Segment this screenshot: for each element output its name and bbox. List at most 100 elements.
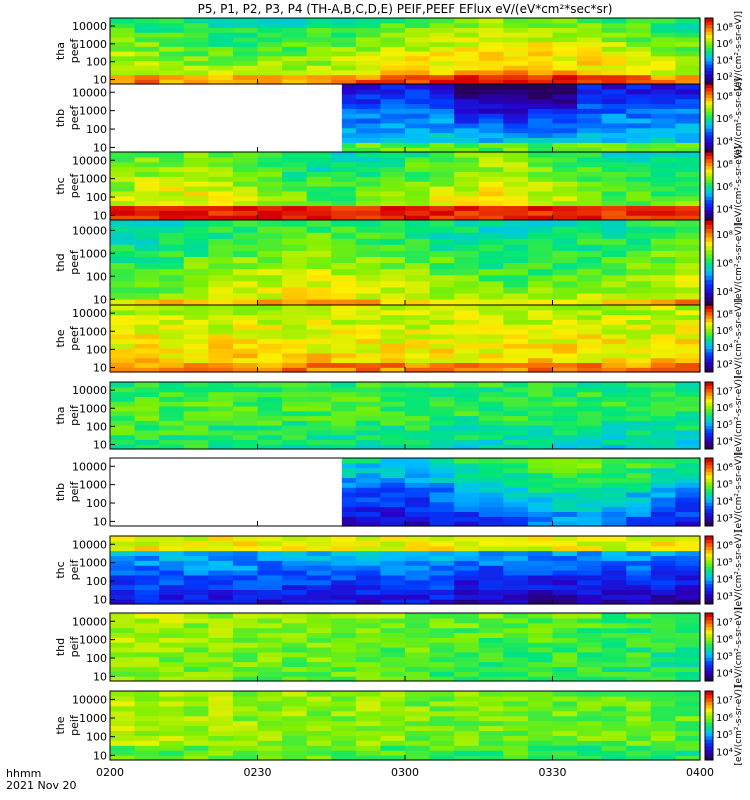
heatmap-cell [282,735,308,741]
heatmap-cell [527,55,554,62]
heatmap-cell [429,695,455,702]
heatmap-cell [503,147,529,153]
heatmap-cell [405,386,431,393]
heatmap-cell [503,118,529,124]
heatmap-cell [626,492,652,498]
heatmap-cell [257,244,283,251]
heatmap-cell [282,651,308,658]
heatmap-cell [183,396,209,402]
heatmap-cell [478,200,504,207]
heatmap-cell [331,545,357,552]
heatmap-cell [232,176,259,182]
heatmap-cell [675,725,701,732]
heatmap-cell [552,137,578,143]
heatmap-cell [159,745,185,751]
heatmap-cell [257,51,283,57]
heatmap-cell [478,79,504,85]
heatmap-cell [257,656,283,663]
heatmap-cell [331,570,357,576]
colorbar-tick-label: 10⁶ [716,182,733,193]
colorbar-tick-label: 10⁶ [716,259,733,270]
heatmap-cell [355,545,382,552]
heatmap-cell [650,132,677,139]
heatmap-cell [626,205,652,211]
heatmap-cell [380,46,406,52]
heatmap-cell [134,691,160,697]
y-tick-label: 100 [86,497,107,510]
heatmap-cell [601,147,627,153]
heatmap-cell [454,425,480,431]
heatmap-cell [257,166,283,173]
heatmap-cell [429,613,455,619]
x-axis: 0200 0230 0300 0330 0400 [96,766,714,779]
heatmap-cell [454,113,480,119]
heatmap-cell [282,51,308,57]
heatmap-cell [650,506,677,513]
colorbar-segment [705,509,713,513]
heatmap-cell [577,343,603,349]
heatmap-cell [527,405,554,412]
heatmap-cell [355,367,382,373]
heatmap-cell [159,439,185,445]
heatmap-cell [159,425,185,431]
heatmap-cell [577,458,603,464]
heatmap-cell [405,215,431,221]
heatmap-cell [257,274,283,282]
colorbar-frame [704,690,714,761]
heatmap-cell [355,477,382,483]
heatmap-cell [478,521,504,527]
heatmap-cell [650,147,677,153]
heatmap-cell [650,32,677,38]
heatmap-cell [650,113,677,119]
heatmap-cell [577,32,603,38]
heatmap-cell [159,637,185,643]
heatmap-cell [208,594,234,600]
heatmap-cell [134,262,160,270]
heatmap-cell [110,190,136,197]
heatmap-cell [675,32,701,38]
heatmap-cell [601,142,627,148]
colorbar-unit-label: [eV/(cm²-s-sr-eV)] [734,375,744,455]
heatmap-cell [503,439,529,445]
heatmap-cell [306,79,332,85]
heatmap-cell [527,720,554,727]
heatmap-cell [454,298,480,306]
colorbar-segment [705,385,713,390]
heatmap-cell [306,238,332,245]
heatmap-cell [355,487,382,493]
heatmap-cell [429,305,455,311]
heatmap-cell [380,647,406,653]
heatmap-cell [429,691,455,697]
heatmap-cell [257,647,283,653]
heatmap-cell [527,113,554,119]
heatmap-cell [552,103,578,109]
heatmap-cell [552,691,578,697]
heatmap-cell [650,467,677,474]
heatmap-cell [134,18,160,24]
heatmap-cell [429,627,455,634]
heatmap-cell [601,161,627,168]
y-tick-label: 100 [86,123,107,136]
heatmap-cell [405,352,431,359]
colorbar-segment [705,90,713,95]
heatmap-cell [306,200,332,207]
heatmap-cell [650,18,677,24]
heatmap-cell [503,613,529,619]
heatmap-cell [380,27,406,33]
heatmap-cell [527,250,554,258]
heatmap-cell [159,65,185,71]
heatmap-cell [626,617,652,624]
heatmap-cell [380,467,406,474]
heatmap-cell [331,555,357,561]
heatmap-cell [552,700,578,707]
heatmap-cell [650,565,677,571]
colorbar-segment [705,44,713,49]
heatmap-cell [257,292,283,300]
heatmap-cell [232,55,259,62]
heatmap-cell [282,420,308,426]
heatmap-cell [552,343,578,349]
heatmap-cell [183,745,209,751]
heatmap-cell [380,268,406,276]
heatmap-cell [478,250,504,258]
